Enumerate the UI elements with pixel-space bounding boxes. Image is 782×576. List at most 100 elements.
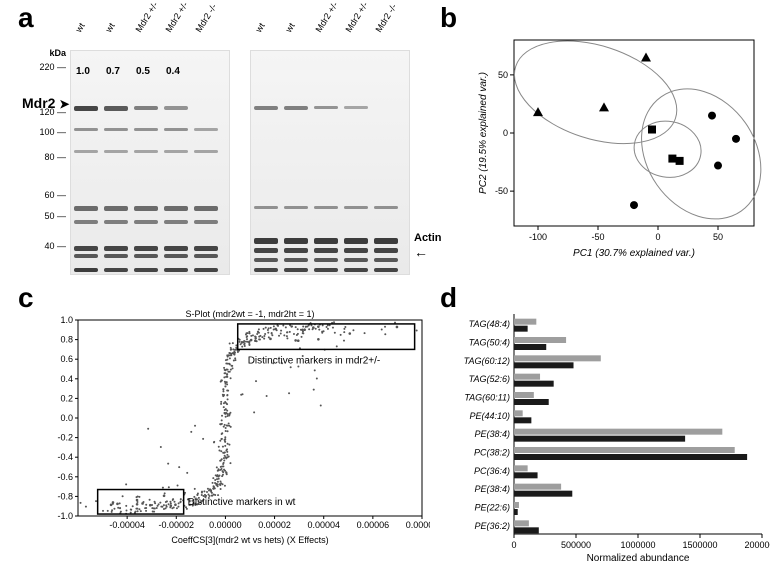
band bbox=[254, 238, 278, 244]
lane-label: Mdr2 -/- bbox=[194, 2, 219, 34]
kda-mark: 100 — bbox=[36, 127, 66, 137]
mdr2-text: Mdr2 bbox=[22, 95, 55, 111]
svg-text:Normalized abundance: Normalized abundance bbox=[587, 553, 690, 564]
svg-text:0: 0 bbox=[503, 128, 508, 138]
svg-text:0.0: 0.0 bbox=[60, 413, 73, 423]
band bbox=[254, 248, 278, 253]
band bbox=[374, 248, 398, 253]
svg-text:-0.6: -0.6 bbox=[57, 472, 73, 482]
band bbox=[344, 238, 368, 244]
svg-text:50: 50 bbox=[713, 232, 723, 242]
lane-label: Mdr2 +/- bbox=[134, 0, 160, 34]
band bbox=[164, 220, 188, 224]
lane-label: wt bbox=[104, 21, 117, 34]
svg-text:0.00008: 0.00008 bbox=[406, 520, 430, 530]
actin-arrow-icon: ← bbox=[414, 244, 428, 260]
band bbox=[374, 238, 398, 244]
band bbox=[164, 106, 188, 110]
band bbox=[134, 150, 158, 153]
blot-box-left bbox=[70, 50, 230, 275]
band bbox=[74, 254, 98, 258]
band bbox=[134, 106, 158, 110]
svg-text:-50: -50 bbox=[495, 186, 508, 196]
svg-text:-0.4: -0.4 bbox=[57, 452, 73, 462]
band bbox=[284, 248, 308, 253]
band bbox=[284, 106, 308, 110]
svg-text:Distinctive markers in wt: Distinctive markers in wt bbox=[188, 497, 296, 508]
svg-text:0: 0 bbox=[511, 540, 516, 550]
lane-label: wt bbox=[284, 21, 297, 34]
band bbox=[374, 258, 398, 262]
svg-text:PC(38:2): PC(38:2) bbox=[474, 448, 510, 458]
svg-text:TAG(50:4): TAG(50:4) bbox=[469, 338, 510, 348]
band bbox=[254, 106, 278, 110]
kda-mark: 80 — bbox=[36, 152, 66, 162]
svg-text:0.00004: 0.00004 bbox=[307, 520, 340, 530]
svg-text:50: 50 bbox=[498, 70, 508, 80]
svg-text:PE(38:4): PE(38:4) bbox=[474, 429, 510, 439]
svg-text:-1.0: -1.0 bbox=[57, 511, 73, 521]
band bbox=[74, 150, 98, 153]
band bbox=[254, 268, 278, 272]
quant-value: 0.5 bbox=[136, 66, 150, 77]
band bbox=[164, 246, 188, 251]
band bbox=[284, 238, 308, 244]
lane-label: Mdr2 +/- bbox=[314, 0, 340, 34]
svg-text:CoeffCS[3](mdr2 wt vs hets) (X: CoeffCS[3](mdr2 wt vs hets) (X Effects) bbox=[171, 535, 328, 545]
band bbox=[74, 128, 98, 131]
svg-text:0.00000: 0.00000 bbox=[209, 520, 242, 530]
kda-mark: 50 — bbox=[36, 211, 66, 221]
svg-text:-0.2: -0.2 bbox=[57, 433, 73, 443]
band bbox=[134, 246, 158, 251]
band bbox=[134, 128, 158, 131]
svg-text:PC(36:4): PC(36:4) bbox=[474, 466, 510, 476]
svg-text:2000000: 2000000 bbox=[744, 540, 770, 550]
svg-text:1.0: 1.0 bbox=[60, 315, 73, 325]
kda-mark: 40 — bbox=[36, 241, 66, 251]
band bbox=[74, 246, 98, 251]
band bbox=[194, 206, 218, 211]
svg-text:TAG(60:12): TAG(60:12) bbox=[464, 356, 510, 366]
lane-label: wt bbox=[254, 21, 267, 34]
svg-text:S-Plot (mdr2wt = -1, mdr2ht =: S-Plot (mdr2wt = -1, mdr2ht = 1) bbox=[185, 309, 314, 319]
panel-a-western-blot: kDa 220 —120 —100 —80 —60 —50 —40 — wtwt… bbox=[10, 10, 430, 290]
svg-text:0.2: 0.2 bbox=[60, 393, 73, 403]
band bbox=[74, 206, 98, 211]
band bbox=[104, 150, 128, 153]
svg-text:500000: 500000 bbox=[561, 540, 591, 550]
svg-text:0.8: 0.8 bbox=[60, 335, 73, 345]
svg-text:-0.8: -0.8 bbox=[57, 491, 73, 501]
svg-text:1000000: 1000000 bbox=[620, 540, 655, 550]
svg-text:PE(36:2): PE(36:2) bbox=[474, 521, 510, 531]
band bbox=[164, 128, 188, 131]
band bbox=[284, 206, 308, 209]
band bbox=[134, 254, 158, 258]
svg-text:-0.00004: -0.00004 bbox=[109, 520, 145, 530]
kda-header: kDa bbox=[36, 48, 66, 58]
band bbox=[104, 246, 128, 251]
svg-text:TAG(60:11): TAG(60:11) bbox=[464, 393, 510, 403]
band bbox=[194, 246, 218, 251]
band bbox=[194, 268, 218, 272]
mdr2-label: Mdr2 ➤ bbox=[22, 95, 69, 111]
band bbox=[344, 106, 368, 109]
band bbox=[314, 106, 338, 109]
band bbox=[74, 220, 98, 224]
panel-d-barchart: 0500000100000015000002000000Normalized a… bbox=[450, 310, 770, 564]
actin-text: Actin bbox=[414, 232, 442, 244]
band bbox=[284, 268, 308, 272]
svg-text:-100: -100 bbox=[529, 232, 547, 242]
svg-text:PE(22:6): PE(22:6) bbox=[474, 503, 510, 513]
band bbox=[74, 268, 98, 272]
band bbox=[314, 238, 338, 244]
band bbox=[314, 268, 338, 272]
band bbox=[344, 206, 368, 209]
band bbox=[344, 258, 368, 262]
band bbox=[104, 220, 128, 224]
band bbox=[134, 220, 158, 224]
band bbox=[374, 206, 398, 209]
lane-label: Mdr2 +/- bbox=[164, 0, 190, 34]
svg-text:0.4: 0.4 bbox=[60, 374, 73, 384]
band bbox=[104, 254, 128, 258]
panel-c-splot: S-Plot (mdr2wt = -1, mdr2ht = 1) -0.00004… bbox=[42, 306, 430, 546]
